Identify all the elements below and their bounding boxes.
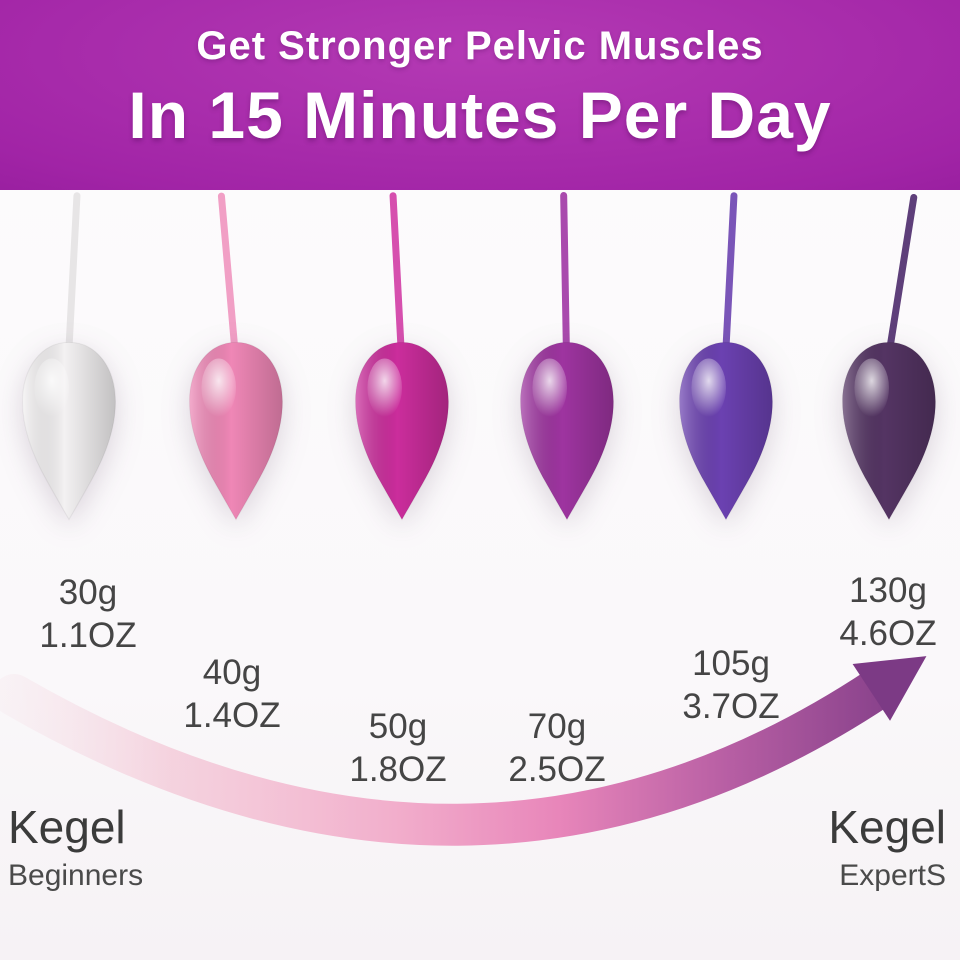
weight-label-2: 40g 1.4OZ — [144, 652, 320, 737]
arrow-shaft — [0, 667, 899, 846]
weight-grams: 130g — [849, 571, 927, 610]
experts-title: Kegel — [828, 801, 946, 853]
weight-label-6: 130g 4.6OZ — [800, 570, 960, 655]
weight-ounces: 1.8OZ — [349, 749, 447, 789]
beginners-subtitle: Beginners — [8, 858, 144, 892]
beginners-label: Kegel Beginners — [8, 802, 143, 893]
experts-subtitle: ExpertS — [839, 858, 946, 892]
weight-label-5: 105g 3.7OZ — [643, 643, 819, 728]
experts-label: Kegel ExpertS — [828, 802, 946, 893]
weight-grams: 40g — [202, 653, 262, 692]
banner: Get Stronger Pelvic Muscles In 15 Minute… — [0, 0, 960, 190]
kegel-egg-30g — [22, 341, 116, 521]
weight-ounces: 3.7OZ — [682, 686, 780, 726]
weight-label-3: 50g 1.8OZ — [310, 706, 486, 791]
weight-label-1: 30g 1.1OZ — [0, 572, 176, 657]
arrow-head-icon — [852, 656, 927, 721]
weight-grams: 30g — [58, 573, 118, 612]
beginners-title: Kegel — [8, 801, 126, 853]
banner-subtitle: Get Stronger Pelvic Muscles — [196, 24, 764, 68]
stage: 30g 1.1OZ 40g 1.4OZ 50g 1.8OZ 70g 2.5OZ … — [0, 190, 960, 960]
kegel-egg-105g — [679, 341, 773, 521]
kegel-egg-40g — [189, 341, 283, 521]
banner-title: In 15 Minutes Per Day — [128, 78, 832, 152]
weight-grams: 105g — [692, 644, 770, 683]
weight-label-4: 70g 2.5OZ — [469, 706, 645, 791]
weight-ounces: 1.1OZ — [39, 615, 137, 655]
progress-arrow — [0, 656, 927, 846]
weight-grams: 50g — [368, 707, 428, 746]
kegel-egg-70g — [520, 341, 614, 521]
kegel-egg-50g — [355, 341, 449, 521]
weight-grams: 70g — [527, 707, 587, 746]
weight-ounces: 1.4OZ — [183, 695, 281, 735]
kegel-egg-130g — [842, 341, 936, 521]
weight-ounces: 4.6OZ — [839, 613, 937, 653]
weight-ounces: 2.5OZ — [508, 749, 606, 789]
